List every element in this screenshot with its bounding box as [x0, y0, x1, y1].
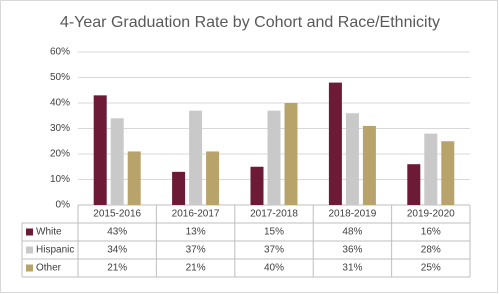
data-label: 40% [264, 263, 284, 274]
data-label: 36% [342, 245, 362, 256]
y-tick-label: 50% [50, 72, 70, 83]
data-label: 21% [107, 263, 127, 274]
y-tick-label: 40% [50, 98, 70, 109]
chart-title: 4-Year Graduation Rate by Cohort and Rac… [60, 14, 440, 31]
bar [441, 141, 455, 205]
x-tick-label: 2018-2019 [328, 209, 376, 220]
data-label: 16% [421, 227, 441, 238]
y-tick-label: 60% [50, 47, 70, 58]
data-label: 37% [264, 245, 284, 256]
data-label: 31% [342, 263, 362, 274]
legend-swatch [26, 264, 33, 272]
data-label: 13% [186, 227, 206, 238]
bar [206, 151, 220, 205]
legend-label: White [36, 227, 62, 238]
bar [93, 95, 107, 205]
data-label: 28% [421, 245, 441, 256]
bar [189, 110, 203, 205]
bar [267, 110, 281, 205]
bar [345, 113, 359, 205]
legend-label: Hispanic [36, 245, 74, 256]
y-tick-label: 0% [56, 200, 71, 211]
x-tick-label: 2017-2018 [250, 209, 298, 220]
data-label: 43% [107, 227, 127, 238]
legend-label: Other [36, 263, 62, 274]
data-label: 37% [186, 245, 206, 256]
x-tick-label: 2015-2016 [93, 209, 141, 220]
bar [127, 151, 141, 205]
data-label: 48% [342, 227, 362, 238]
bar [172, 171, 186, 205]
y-tick-label: 10% [50, 174, 70, 185]
bar [250, 166, 264, 205]
bar [362, 125, 376, 205]
legend-swatch [26, 228, 33, 236]
x-tick-label: 2016-2017 [172, 209, 220, 220]
bar [407, 164, 421, 205]
data-label: 15% [264, 227, 284, 238]
data-label: 25% [421, 263, 441, 274]
bar [328, 82, 342, 205]
y-tick-label: 30% [50, 123, 70, 134]
data-label: 34% [107, 245, 127, 256]
x-tick-label: 2019-2020 [407, 209, 455, 220]
legend-swatch [26, 246, 33, 254]
data-label: 21% [186, 263, 206, 274]
bar [284, 103, 298, 205]
bar [110, 118, 124, 205]
bar [424, 133, 438, 205]
y-tick-label: 20% [50, 149, 70, 160]
